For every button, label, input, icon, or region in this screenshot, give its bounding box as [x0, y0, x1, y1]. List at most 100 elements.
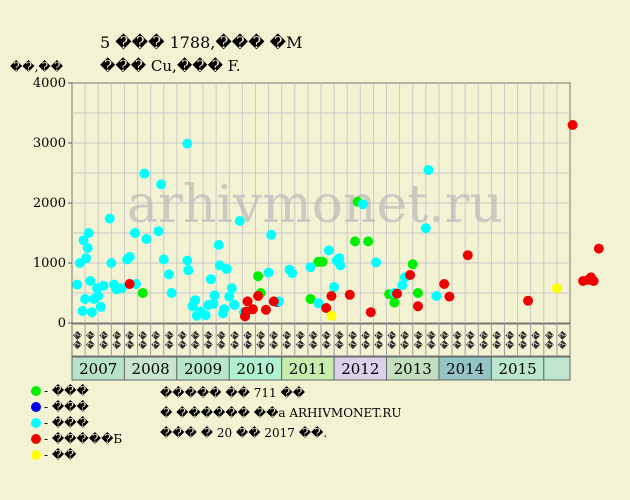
- quarter-label: ��: [465, 330, 477, 349]
- chart-title: 5 ��� 1788,��� �M: [100, 33, 303, 52]
- data-point: [326, 291, 337, 301]
- quarter-label: ��: [269, 330, 281, 349]
- data-point: [263, 267, 274, 278]
- quarter-label: ��: [85, 330, 97, 349]
- data-point: [116, 283, 127, 294]
- data-point: [392, 288, 403, 299]
- data-point: [321, 303, 332, 313]
- data-point: [183, 265, 194, 276]
- data-point: [182, 255, 193, 266]
- quarter-label: ��: [308, 330, 320, 349]
- data-point: [93, 291, 104, 301]
- count-note: ����� �� 711 ��: [160, 386, 306, 400]
- data-point: [104, 213, 115, 224]
- data-point: [190, 295, 201, 306]
- data-point: [158, 254, 169, 265]
- data-point: [412, 288, 423, 298]
- legend-swatch: [31, 418, 41, 428]
- y-tick-label: 0: [58, 316, 66, 331]
- data-point: [551, 283, 562, 294]
- quarter-label: ��: [491, 330, 503, 349]
- data-point: [124, 279, 135, 289]
- data-point: [253, 271, 264, 282]
- quarter-label: ��: [531, 330, 543, 349]
- data-point: [405, 270, 416, 280]
- quarter-label: ��: [98, 330, 110, 349]
- y-tick-label: 2000: [33, 196, 66, 211]
- quarter-label: ��: [203, 330, 215, 349]
- data-point: [363, 236, 374, 247]
- data-point: [208, 298, 219, 309]
- data-point: [323, 245, 334, 256]
- data-point: [268, 296, 279, 307]
- data-point: [329, 282, 340, 292]
- data-point: [72, 279, 83, 290]
- data-point: [305, 294, 316, 304]
- data-point: [81, 253, 92, 264]
- quarter-label: ��: [360, 330, 372, 349]
- data-point: [200, 310, 211, 321]
- legend-label: - ���: [44, 400, 89, 414]
- y-tick-label: 1000: [33, 256, 66, 271]
- year-label: 2007: [79, 360, 117, 378]
- legend-swatch: [31, 386, 41, 396]
- quarter-label: ��: [321, 330, 333, 349]
- data-point: [247, 304, 258, 315]
- data-point: [439, 279, 450, 289]
- data-point: [226, 283, 237, 294]
- quarter-label: ��: [426, 330, 438, 349]
- data-point: [141, 234, 152, 244]
- y-tick-label: 4000: [33, 76, 66, 91]
- data-point: [139, 168, 150, 179]
- data-point: [224, 291, 235, 302]
- year-label: 2015: [498, 360, 536, 378]
- data-point: [317, 256, 328, 267]
- data-point: [182, 138, 193, 149]
- data-point: [266, 229, 277, 240]
- quarter-label: ��: [111, 330, 123, 349]
- data-point: [78, 235, 89, 246]
- quarter-label: ��: [295, 330, 307, 349]
- quarter-label: ��: [229, 330, 241, 349]
- quarter-label: ��: [544, 330, 556, 349]
- year-label: 2010: [236, 360, 274, 378]
- quarter-label: ��: [138, 330, 150, 349]
- quarter-label: ��: [177, 330, 189, 349]
- data-point: [153, 226, 164, 237]
- data-point: [334, 253, 345, 264]
- quarter-label: ��: [387, 330, 399, 349]
- data-point: [82, 243, 93, 253]
- quarter-label: ��: [452, 330, 464, 349]
- quarter-label: ��: [373, 330, 385, 349]
- data-point: [412, 301, 423, 312]
- quarter-label: ��: [347, 330, 359, 349]
- year-cell-tail: [543, 356, 571, 381]
- data-point: [209, 290, 220, 301]
- quarter-label: ��: [216, 330, 228, 349]
- legend-swatch: [31, 450, 41, 460]
- data-point: [567, 120, 578, 130]
- quarter-label: ��: [282, 330, 294, 349]
- data-point: [423, 165, 434, 175]
- data-point: [98, 280, 109, 291]
- quarter-label: ��: [190, 330, 202, 349]
- data-point: [129, 228, 140, 238]
- chart-subtitle: ��� Cu,��� F.: [100, 57, 241, 75]
- quarter-label: ��: [478, 330, 490, 349]
- data-point: [86, 307, 97, 318]
- quarter-label: ��: [151, 330, 163, 349]
- data-point: [234, 216, 245, 226]
- data-point: [124, 252, 135, 262]
- watermark: arhivmonet.ru: [127, 175, 503, 235]
- data-point: [156, 179, 167, 190]
- quarter-label: ��: [439, 330, 451, 349]
- data-point: [205, 274, 216, 285]
- quarter-label: ��: [72, 330, 84, 349]
- quarter-label: ��: [164, 330, 176, 349]
- quarter-label: ��: [557, 330, 569, 349]
- year-label: 2014: [446, 360, 484, 378]
- data-point: [365, 307, 376, 318]
- y-tick-label: 3000: [33, 136, 66, 151]
- data-point: [420, 223, 431, 234]
